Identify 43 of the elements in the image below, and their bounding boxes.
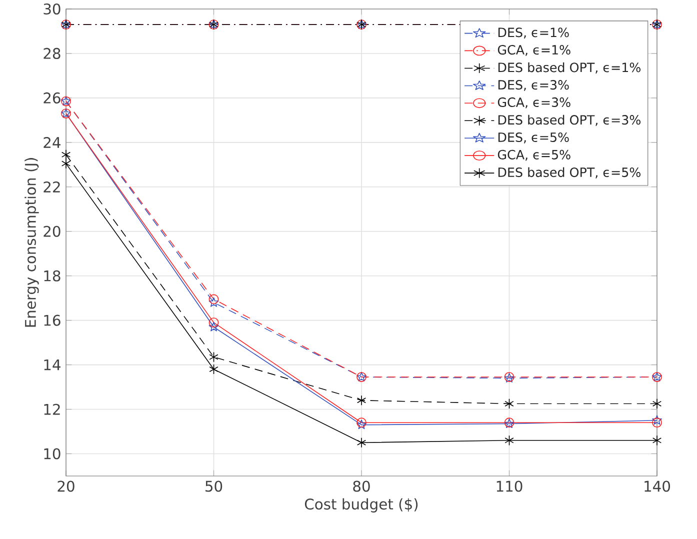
x-tick-label: 20 — [58, 480, 74, 492]
y-tick-label: 10 — [44, 448, 60, 460]
point — [208, 318, 219, 328]
x-tick-label: 140 — [644, 480, 670, 492]
point — [652, 415, 662, 425]
point — [209, 364, 218, 374]
y-tick-label: 18 — [44, 270, 60, 282]
legend-label: GCA, ϵ=1% — [498, 44, 570, 56]
y-tick-label: 12 — [44, 404, 60, 415]
x-tick-label: 50 — [206, 480, 222, 492]
y-tick-label: 28 — [44, 48, 60, 60]
y-tick-label: 26 — [44, 92, 60, 104]
point — [652, 418, 662, 428]
point — [209, 352, 218, 362]
point — [652, 398, 662, 409]
legend-label: DES, ϵ=1% — [498, 28, 569, 38]
legend-label: DES based OPT, ϵ=5% — [498, 167, 640, 178]
y-tick-label: 20 — [44, 226, 60, 237]
point — [208, 322, 219, 332]
x-tick-label: 110 — [496, 480, 522, 492]
y-axis-title: Energy consumption (J) — [24, 158, 39, 327]
point — [61, 158, 71, 169]
legend-label: DES based OPT, ϵ=1% — [498, 62, 640, 74]
legend-label: DES, ϵ=3% — [498, 80, 569, 91]
point — [208, 297, 219, 307]
point — [208, 294, 219, 304]
legend-label: GCA, ϵ=5% — [498, 150, 570, 161]
legend-label: GCA, ϵ=3% — [498, 97, 570, 108]
point — [61, 149, 71, 160]
point — [652, 435, 662, 446]
legend-label: DES based OPT, ϵ=3% — [498, 114, 640, 126]
x-axis-title: Cost budget ($) — [304, 498, 418, 512]
x-tick-label: 80 — [353, 480, 370, 492]
point — [356, 437, 366, 448]
point — [504, 398, 514, 409]
legend-label: DES, ϵ=5% — [498, 132, 569, 144]
y-tick-label: 24 — [44, 136, 60, 148]
y-tick-label: 22 — [44, 181, 60, 192]
y-tick-label: 14 — [44, 359, 60, 370]
point — [356, 395, 366, 406]
y-tick-label: 16 — [44, 314, 60, 326]
point — [504, 435, 514, 446]
y-tick-label: 30 — [44, 3, 60, 15]
